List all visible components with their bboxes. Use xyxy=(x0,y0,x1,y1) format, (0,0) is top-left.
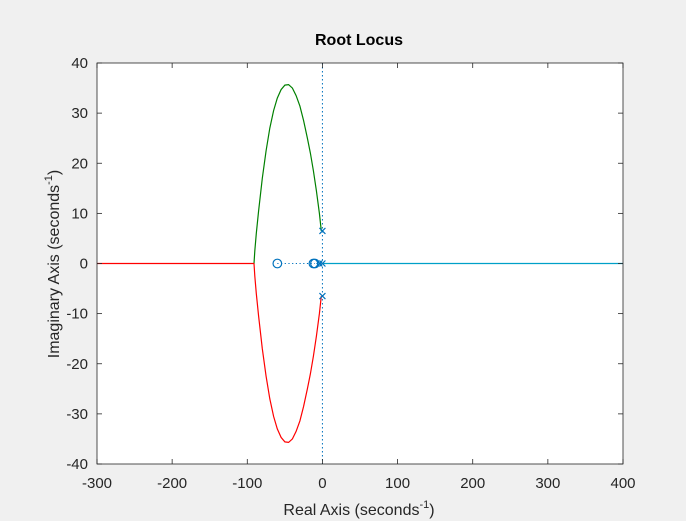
x-tick-label: -200 xyxy=(157,475,187,492)
x-axis-label: Real Axis (seconds-1) xyxy=(283,499,434,519)
y-axis-label-text: Imaginary Axis (seconds xyxy=(46,185,63,358)
locus-branch-1 xyxy=(253,83,322,264)
y-tick-label: 20 xyxy=(71,155,88,172)
y-tick-label: 10 xyxy=(71,205,88,222)
x-axis-label-exponent: -1 xyxy=(419,499,429,511)
x-axis-label-close: ) xyxy=(429,502,434,519)
x-tick-label: 0 xyxy=(318,475,326,492)
x-tick-label: 300 xyxy=(535,475,560,492)
y-axis-label-close: ) xyxy=(46,170,63,175)
x-tick-label: 200 xyxy=(460,475,485,492)
y-tick-label: 0 xyxy=(80,256,88,273)
locus-branch-2 xyxy=(253,263,322,444)
y-tick-label: 30 xyxy=(71,105,88,122)
y-tick-label: -30 xyxy=(66,406,88,423)
y-axis-label: Imaginary Axis (seconds-1) xyxy=(43,170,63,359)
plot-marks xyxy=(97,63,623,464)
axis-ticks: -300 -200 -100 0 100 200 300 400-40-30-20-10010… xyxy=(66,55,635,492)
zero-marker-1 xyxy=(272,258,283,269)
pole-marker-3 xyxy=(319,260,326,267)
y-tick-label: -10 xyxy=(66,306,88,323)
y-tick-label: -20 xyxy=(66,356,88,373)
y-axis-label-exponent: -1 xyxy=(43,175,55,185)
pole-marker-1 xyxy=(319,227,326,235)
pole-marker-2 xyxy=(319,292,326,300)
x-tick-label: -100 xyxy=(232,475,262,492)
x-axis-label-text: Real Axis (seconds xyxy=(283,502,419,519)
pole-marker-4 xyxy=(315,260,323,267)
chart-title: Root Locus xyxy=(315,32,403,49)
y-tick-label: -40 xyxy=(66,456,88,473)
x-tick-label: 100 xyxy=(385,475,410,492)
x-tick-label: 400 xyxy=(610,475,635,492)
x-tick-label: -300 xyxy=(82,475,112,492)
y-tick-label: 40 xyxy=(71,55,88,72)
